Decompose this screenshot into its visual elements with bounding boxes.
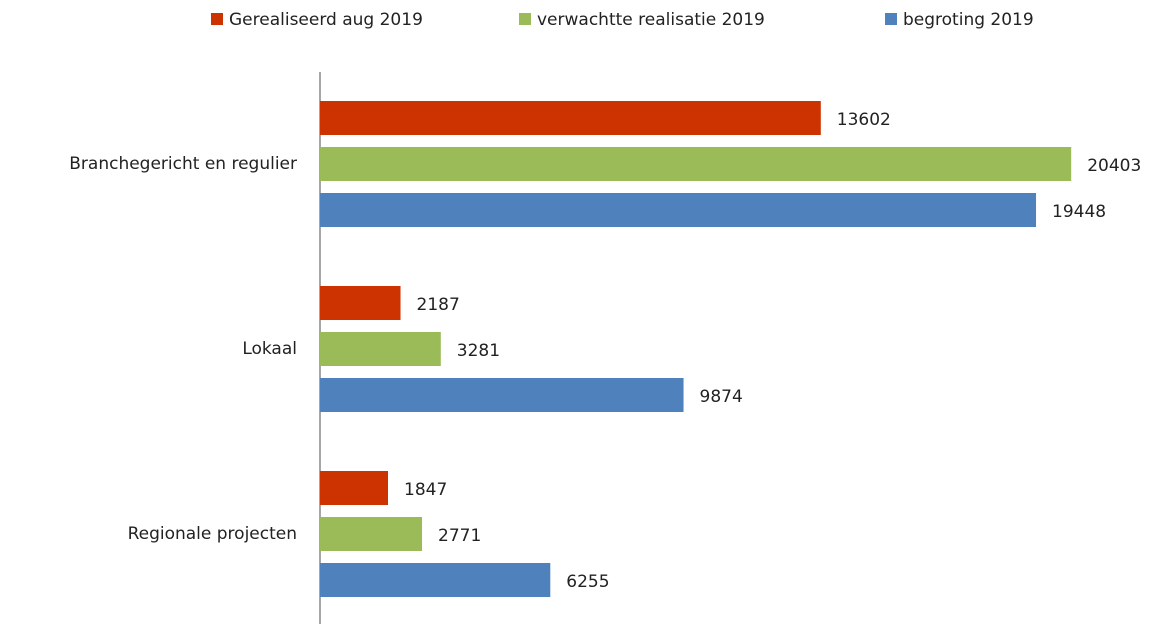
bar bbox=[320, 563, 551, 597]
value-label: 13602 bbox=[837, 110, 891, 130]
value-label: 20403 bbox=[1087, 156, 1141, 176]
bar bbox=[320, 147, 1072, 181]
bar bbox=[320, 286, 401, 320]
category-label: Branchegericht en regulier bbox=[69, 154, 297, 174]
bar bbox=[320, 378, 684, 412]
value-label: 3281 bbox=[457, 341, 500, 361]
value-label: 9874 bbox=[700, 387, 743, 407]
bar bbox=[320, 193, 1037, 227]
bar bbox=[320, 332, 441, 366]
legend-label: verwachtte realisatie 2019 bbox=[537, 10, 765, 30]
category-label: Lokaal bbox=[242, 339, 297, 359]
value-label: 2771 bbox=[438, 526, 481, 546]
category-label: Regionale projecten bbox=[128, 524, 297, 544]
value-label: 6255 bbox=[566, 572, 609, 592]
value-label: 2187 bbox=[417, 295, 460, 315]
value-label: 1847 bbox=[404, 480, 447, 500]
legend-swatch bbox=[211, 13, 223, 25]
legend-swatch bbox=[519, 13, 531, 25]
bar bbox=[320, 517, 423, 551]
bar bbox=[320, 101, 821, 135]
legend-label: Gerealiseerd aug 2019 bbox=[229, 10, 423, 30]
legend-swatch bbox=[885, 13, 897, 25]
value-label: 19448 bbox=[1052, 202, 1106, 222]
bar bbox=[320, 471, 389, 505]
legend-label: begroting 2019 bbox=[903, 10, 1034, 30]
